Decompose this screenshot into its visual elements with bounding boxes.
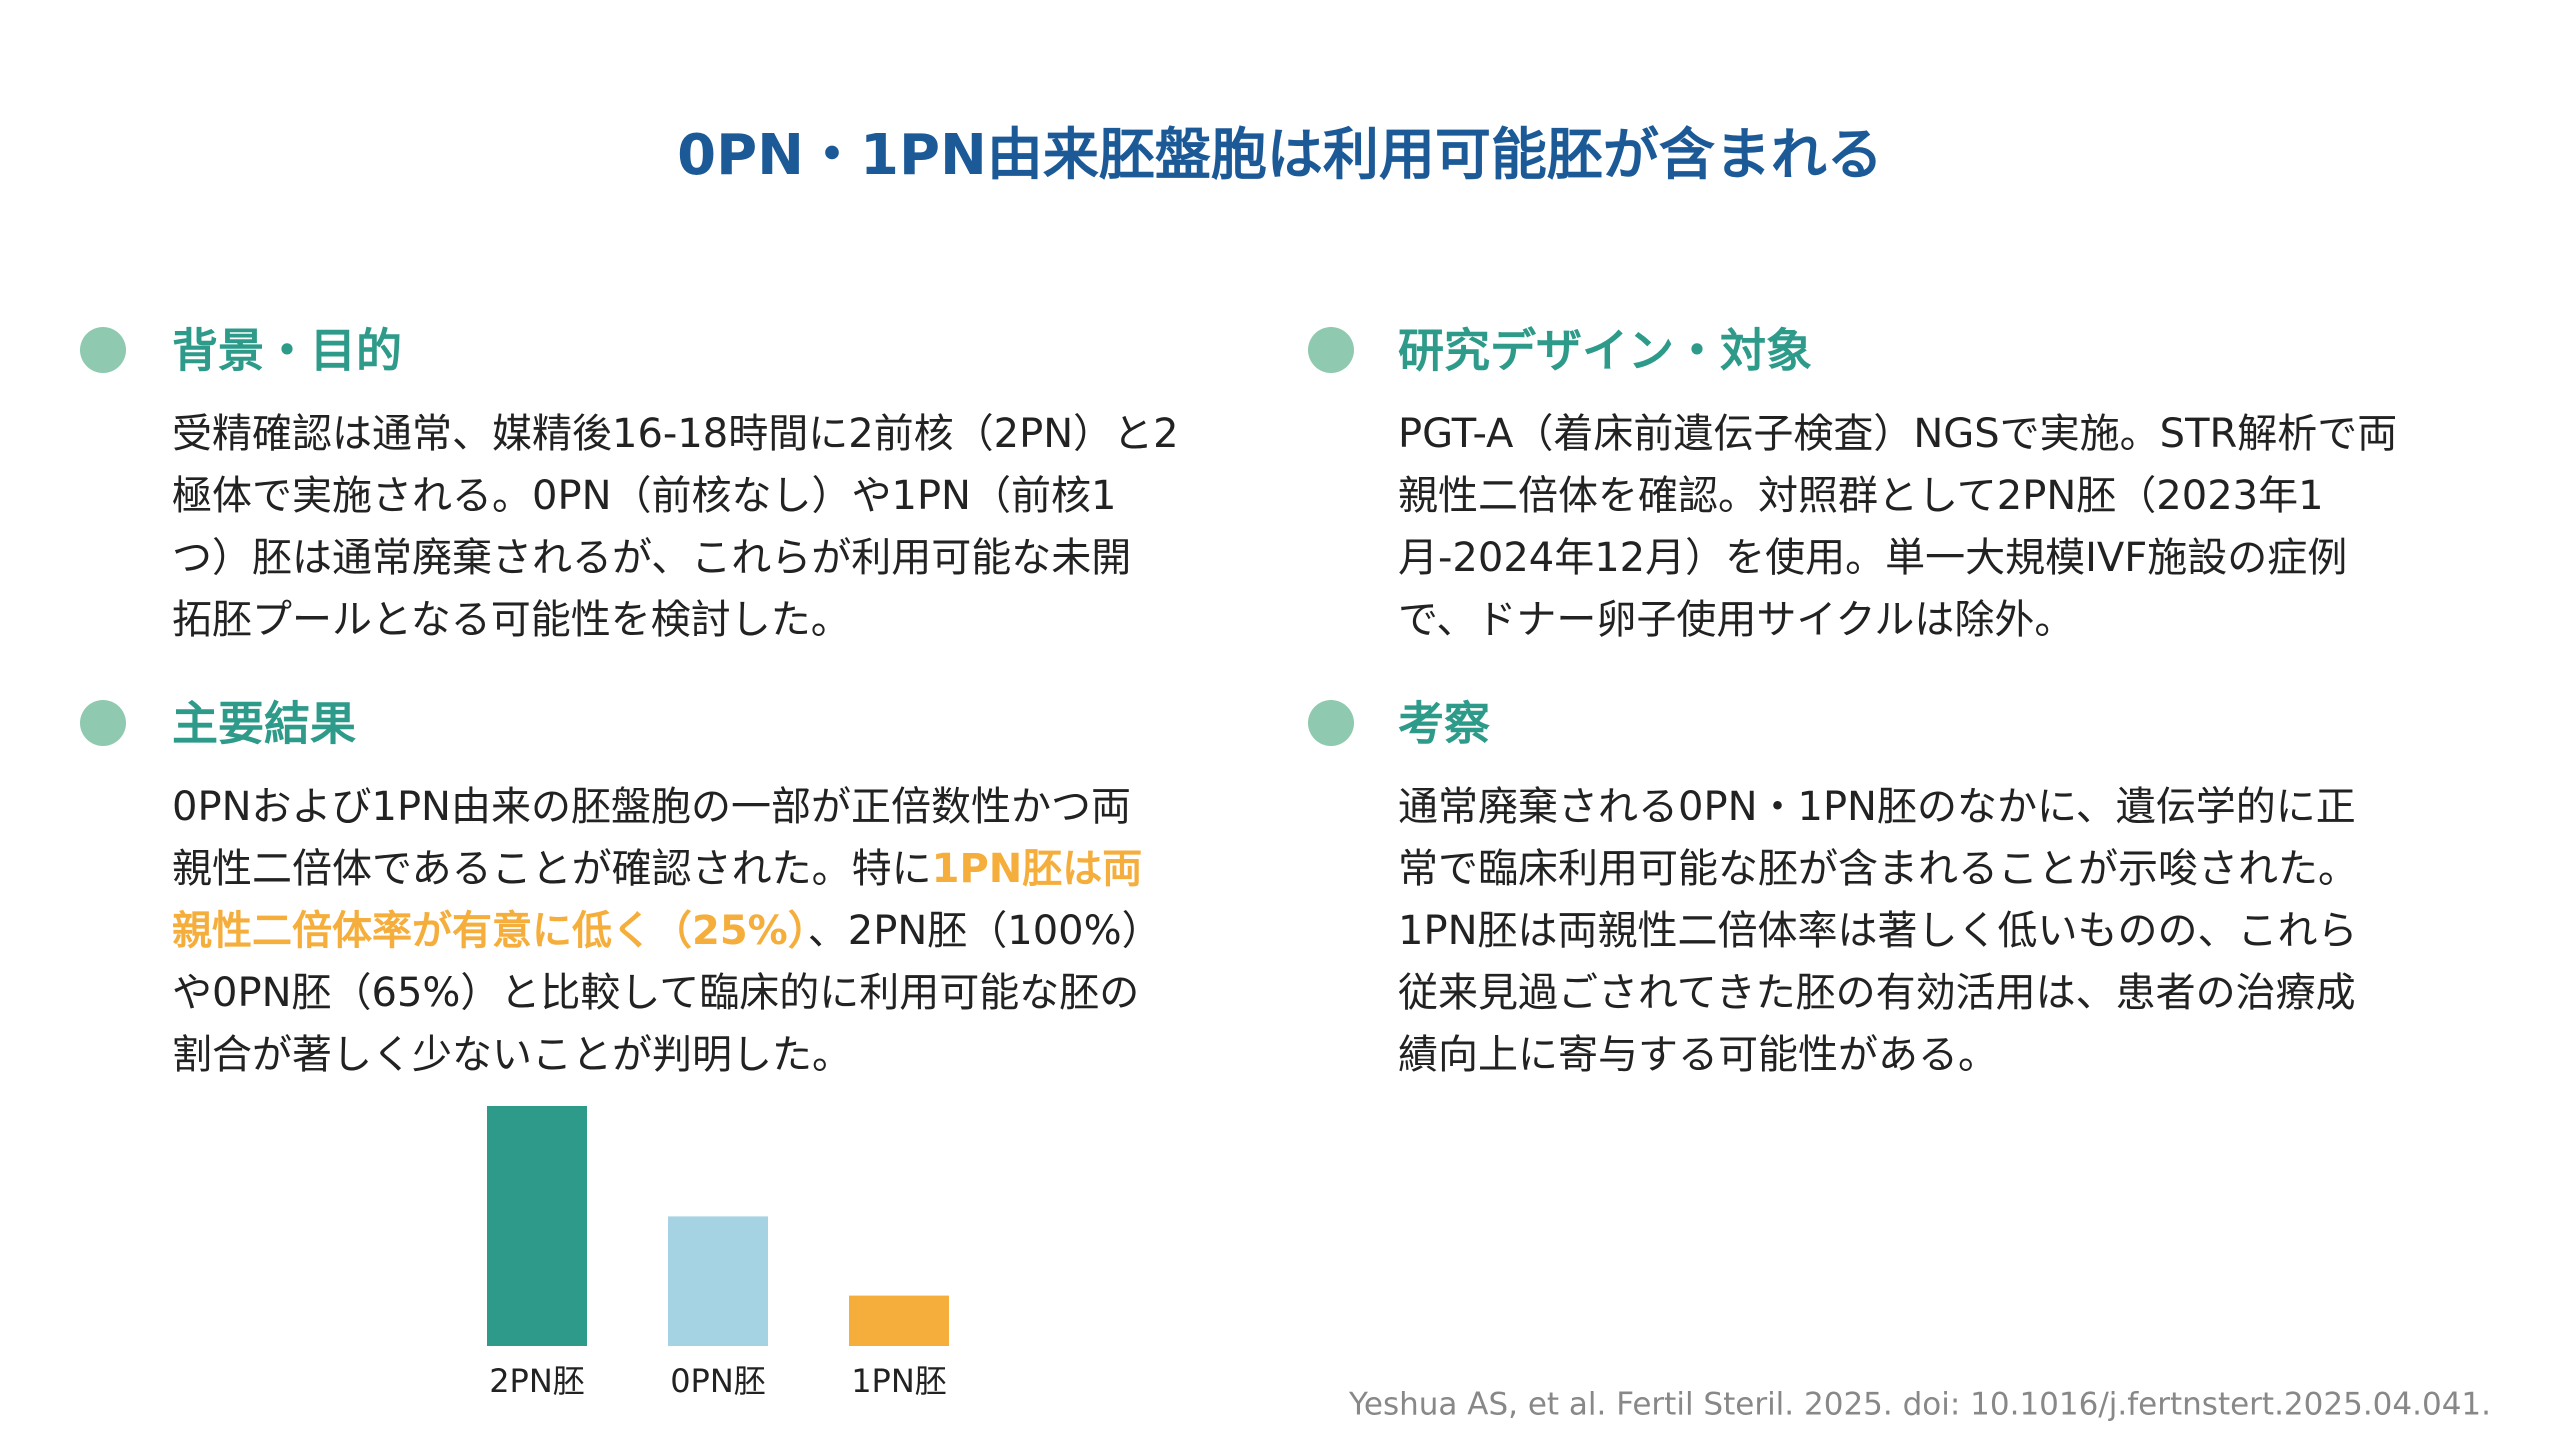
bar xyxy=(849,1295,949,1346)
paragraph-line: つ）胚は通常廃棄されるが、これらが利用可能な未開 xyxy=(172,535,1131,581)
bullet xyxy=(1308,700,1354,746)
section-heading: 主要結果 xyxy=(172,697,356,751)
text-segment: PGT-A（着床前遺伝子検査）NGSで実施。STR解析で両 xyxy=(1398,411,2397,457)
paragraph-line: 通常廃棄される0PN・1PN胚のなかに、遺伝学的に正 xyxy=(1398,784,2356,830)
paragraph-line: 極体で実施される。0PN（前核なし）や1PN（前核1 xyxy=(172,473,1116,519)
text-segment: 1PN胚は両親性二倍体率は著しく低いものの、これら xyxy=(1398,908,2358,954)
text-segment: 親性二倍体であることが確認された。特に xyxy=(172,846,932,892)
text-segment: 績向上に寄与する可能性がある。 xyxy=(1398,1032,1998,1078)
paragraph-line: で、ドナー卵子使用サイクルは除外。 xyxy=(1398,597,2074,643)
citation: Yeshua AS, et al. Fertil Steril. 2025. d… xyxy=(1348,1387,2491,1423)
text-segment: 、2PN胚（100%） xyxy=(808,908,1162,954)
slide-title: 0PN・1PN由来胚盤胞は利用可能胚が含まれる xyxy=(677,123,1883,188)
text-segment: 従来見過ごされてきた胚の有効活用は、患者の治療成 xyxy=(1398,970,2356,1016)
paragraph-line: 割合が著しく少ないことが判明した。 xyxy=(172,1032,852,1078)
paragraph-line: 親性二倍体率が有意に低く（25%）、2PN胚（100%） xyxy=(172,908,1162,954)
text-segment: 0PNおよび1PN由来の胚盤胞の一部が正倍数性かつ両 xyxy=(172,784,1131,830)
bar xyxy=(668,1216,768,1346)
paragraph-line: 績向上に寄与する可能性がある。 xyxy=(1398,1032,1998,1078)
paragraph-line: や0PN胚（65%）と比較して臨床的に利用可能な胚の xyxy=(172,970,1139,1016)
text-segment: つ）胚は通常廃棄されるが、これらが利用可能な未開 xyxy=(172,535,1131,581)
text-segment: 月-2024年12月）を使用。単一大規模IVF施設の症例 xyxy=(1398,535,2347,581)
emphasis-text: 親性二倍体率が有意に低く（25%） xyxy=(172,908,808,954)
text-segment: 親性二倍体を確認。対照群として2PN胚（2023年1 xyxy=(1398,473,2324,519)
text-segment: 常で臨床利用可能な胚が含まれることが示唆された。 xyxy=(1398,846,2358,892)
section-heading: 考察 xyxy=(1398,697,1490,751)
paragraph-line: 従来見過ごされてきた胚の有効活用は、患者の治療成 xyxy=(1398,970,2356,1016)
bullet xyxy=(80,700,126,746)
text-segment: や0PN胚（65%）と比較して臨床的に利用可能な胚の xyxy=(172,970,1139,1016)
bullet xyxy=(80,327,126,373)
x-tick-label: 0PN胚 xyxy=(670,1362,766,1400)
text-segment: 拓胚プールとなる可能性を検討した。 xyxy=(172,597,851,643)
section-heading: 研究デザイン・対象 xyxy=(1398,324,1812,378)
emphasis-text: 1PN胚は両 xyxy=(932,846,1143,892)
paragraph-line: 1PN胚は両親性二倍体率は著しく低いものの、これら xyxy=(1398,908,2358,954)
text-segment: 割合が著しく少ないことが判明した。 xyxy=(172,1032,852,1078)
text-segment: 受精確認は通常、媒精後16-18時間に2前核（2PN）と2 xyxy=(172,411,1179,457)
paragraph-line: PGT-A（着床前遺伝子検査）NGSで実施。STR解析で両 xyxy=(1398,411,2397,457)
section-heading: 背景・目的 xyxy=(172,324,402,378)
paragraph-line: 受精確認は通常、媒精後16-18時間に2前核（2PN）と2 xyxy=(172,411,1179,457)
text-segment: 通常廃棄される0PN・1PN胚のなかに、遺伝学的に正 xyxy=(1398,784,2356,830)
bullet xyxy=(1308,327,1354,373)
paragraph-line: 親性二倍体であることが確認された。特に1PN胚は両 xyxy=(172,846,1142,892)
paragraph-line: 0PNおよび1PN由来の胚盤胞の一部が正倍数性かつ両 xyxy=(172,784,1131,830)
paragraph-line: 拓胚プールとなる可能性を検討した。 xyxy=(172,597,851,643)
bar xyxy=(487,1106,587,1346)
x-tick-label: 1PN胚 xyxy=(851,1362,947,1400)
paragraph-line: 月-2024年12月）を使用。単一大規模IVF施設の症例 xyxy=(1398,535,2347,581)
text-segment: で、ドナー卵子使用サイクルは除外。 xyxy=(1398,597,2074,643)
paragraph-line: 常で臨床利用可能な胚が含まれることが示唆された。 xyxy=(1398,846,2358,892)
paragraph-line: 親性二倍体を確認。対照群として2PN胚（2023年1 xyxy=(1398,473,2324,519)
x-tick-label: 2PN胚 xyxy=(489,1362,585,1400)
text-segment: 極体で実施される。0PN（前核なし）や1PN（前核1 xyxy=(172,473,1116,519)
